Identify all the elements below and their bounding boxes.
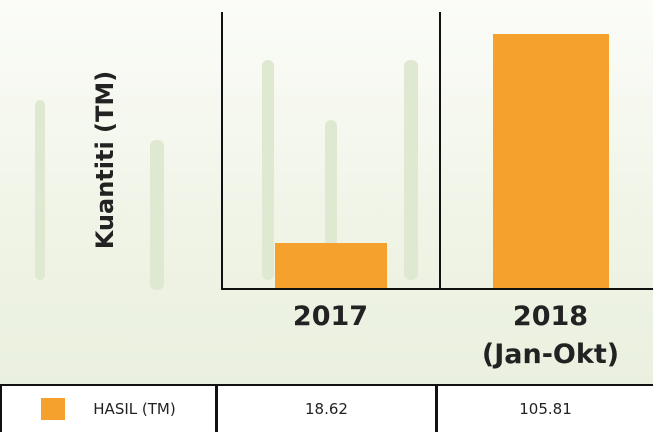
table-cell: 105.81 — [519, 400, 572, 418]
decoration — [262, 60, 274, 280]
x-tick-label: 2017 — [292, 301, 369, 332]
table-cell: 18.62 — [218, 386, 438, 432]
bar — [492, 34, 609, 288]
legend-cell: HASIL (TM) — [0, 386, 218, 432]
axis-line — [221, 12, 223, 290]
data-table: HASIL (TM) 18.62 105.81 — [0, 384, 653, 432]
legend-swatch — [41, 398, 66, 420]
decoration — [150, 140, 164, 290]
decoration — [325, 120, 337, 280]
x-tick-label: 2018 (Jan-Okt) — [481, 301, 620, 370]
y-axis-label: Kuantiti (TM) — [91, 70, 119, 250]
divider-line — [439, 12, 441, 290]
legend-label: HASIL (TM) — [93, 400, 176, 418]
decoration — [35, 100, 45, 280]
bar — [274, 243, 387, 288]
axis-line — [221, 288, 653, 290]
decoration — [404, 60, 418, 280]
